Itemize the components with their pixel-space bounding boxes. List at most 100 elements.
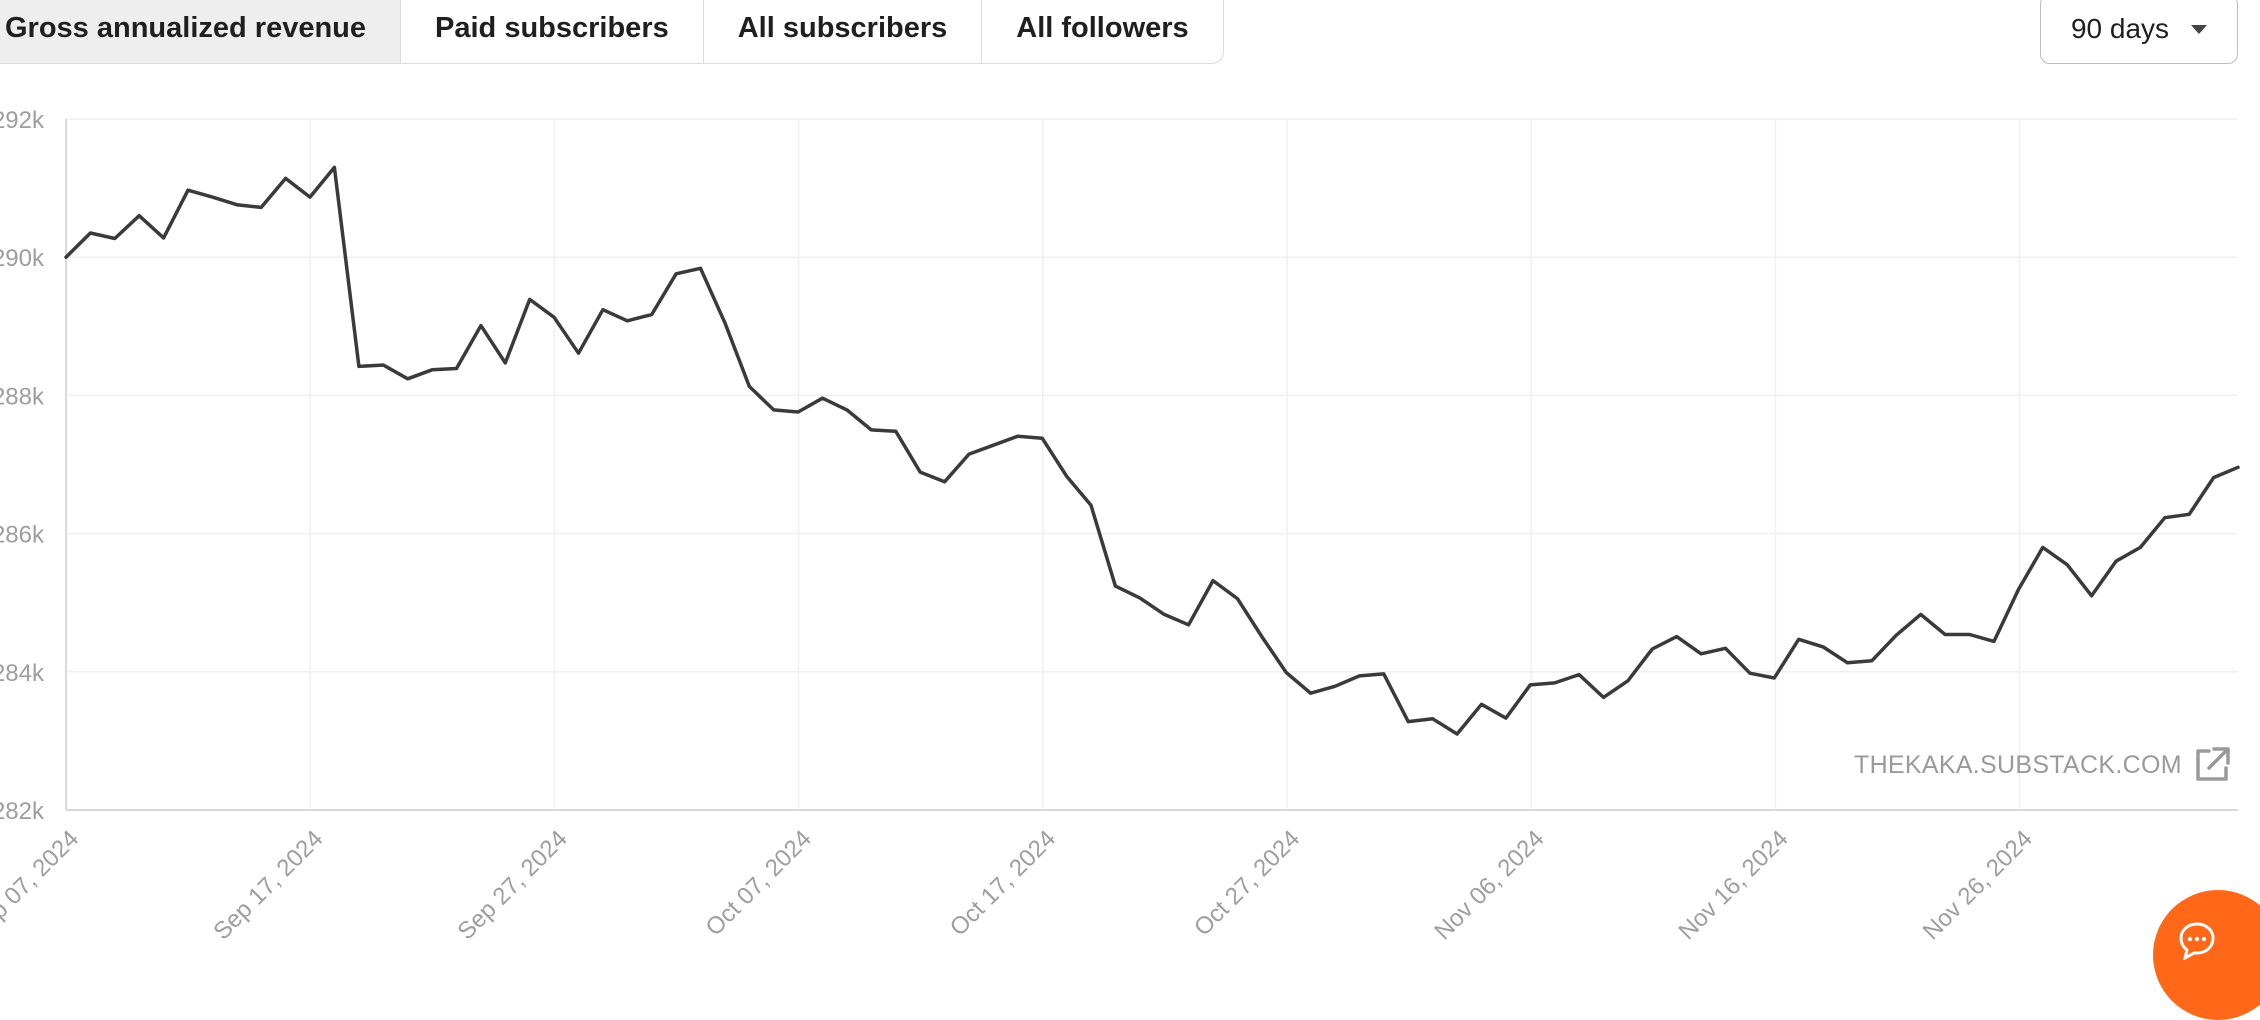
data-point (1772, 676, 1776, 680)
y-tick-label: $288k (0, 383, 45, 410)
data-point (2163, 516, 2167, 520)
revenue-series-line (64, 165, 2240, 736)
data-point (1333, 684, 1337, 688)
data-point (2016, 588, 2020, 592)
y-tick-label: $292k (0, 107, 45, 134)
data-point (381, 363, 385, 367)
data-point (1162, 612, 1166, 616)
data-point (967, 452, 971, 456)
data-point (1870, 659, 1874, 663)
data-point (2041, 545, 2045, 549)
caret-down-icon (2191, 24, 2208, 34)
data-point (1211, 579, 1215, 583)
data-point (1382, 672, 1386, 676)
x-tick-label: Sep 27, 2024 (453, 825, 573, 945)
data-point (1797, 637, 1801, 641)
data-point (2065, 563, 2069, 567)
data-point (1138, 596, 1142, 600)
external-link-icon (2196, 747, 2230, 781)
x-tick-label: Sep 17, 2024 (208, 825, 328, 945)
data-point (1846, 661, 1850, 665)
y-tick-label: $282k (0, 798, 45, 825)
x-tick-label: Nov 06, 2024 (1429, 825, 1549, 945)
data-point (552, 315, 556, 319)
x-tick-label: Nov 26, 2024 (1918, 825, 2038, 945)
data-point (894, 429, 898, 433)
data-point (699, 266, 703, 270)
data-point (1065, 474, 1069, 478)
data-point (2212, 476, 2216, 480)
data-point (2090, 594, 2094, 598)
data-point (357, 364, 361, 368)
data-point (186, 188, 190, 192)
data-point (1357, 674, 1361, 678)
data-point (1675, 635, 1679, 639)
data-point (674, 272, 678, 276)
data-point (991, 443, 995, 447)
data-point (64, 255, 68, 259)
data-point (1235, 597, 1239, 601)
data-point (821, 396, 825, 400)
x-tick-label: Oct 27, 2024 (1189, 825, 1305, 941)
data-point (747, 384, 751, 388)
tab-gross-annualized-revenue[interactable]: Gross annualized revenue (0, 0, 402, 63)
publication-url: THEKAKA.SUBSTACK.COM (1854, 750, 2182, 779)
data-point (796, 410, 800, 414)
revenue-line-chart: $282k $284k $286k $288k $290k $292k Sep 07, 20… (0, 107, 2240, 945)
data-point (1553, 681, 1557, 685)
data-point (845, 408, 849, 412)
data-point (430, 368, 434, 372)
data-point (1748, 671, 1752, 675)
data-point (1528, 683, 1532, 687)
data-point (2114, 559, 2118, 563)
date-range-value: 90 days (2070, 13, 2170, 44)
data-point (1431, 717, 1435, 721)
data-point (772, 408, 776, 412)
data-point (1016, 434, 1020, 438)
data-point (1577, 673, 1581, 677)
y-tick-label: $286k (0, 522, 45, 549)
data-point (503, 361, 507, 365)
data-point (1284, 671, 1288, 675)
data-point (1309, 691, 1313, 695)
data-point (479, 324, 483, 328)
x-tick-label: Oct 07, 2024 (701, 825, 817, 941)
x-tick-label: Sep 07, 2024 (0, 825, 84, 945)
data-point (113, 237, 117, 241)
data-point (162, 236, 166, 240)
tab-all-followers[interactable]: All followers (1016, 11, 1189, 44)
data-point (1113, 584, 1117, 588)
data-point (1089, 503, 1093, 507)
data-point (1724, 646, 1728, 650)
data-point (1699, 652, 1703, 656)
metric-tabs: Gross annualized revenue Paid subscriber… (0, 0, 1224, 64)
data-point (1943, 633, 1947, 637)
data-point (1406, 720, 1410, 724)
data-point (1650, 647, 1654, 651)
data-point (235, 203, 239, 207)
chat-icon (2179, 922, 2215, 960)
data-point (869, 428, 873, 432)
data-point (406, 377, 410, 381)
date-range-dropdown[interactable]: 90 days (2040, 0, 2238, 64)
data-point (332, 165, 336, 169)
data-point (625, 319, 629, 323)
data-point (88, 231, 92, 235)
data-point (137, 214, 141, 218)
data-point (1040, 436, 1044, 440)
data-point (1919, 612, 1923, 616)
tab-paid-subscribers[interactable]: Paid subscribers (401, 0, 704, 63)
data-point (1187, 623, 1191, 627)
data-point (210, 195, 214, 199)
data-point (2236, 465, 2240, 469)
x-tick-label: Nov 16, 2024 (1674, 825, 1794, 945)
publication-link[interactable]: THEKAKA.SUBSTACK.COM (1854, 740, 2232, 790)
data-point (1455, 732, 1459, 736)
data-point (601, 308, 605, 312)
x-tick-label: Oct 17, 2024 (945, 825, 1061, 941)
data-point (1626, 679, 1630, 683)
data-point (528, 297, 532, 301)
data-point (650, 313, 654, 317)
data-point (1992, 639, 1996, 643)
tab-all-subscribers[interactable]: All subscribers (704, 0, 983, 63)
